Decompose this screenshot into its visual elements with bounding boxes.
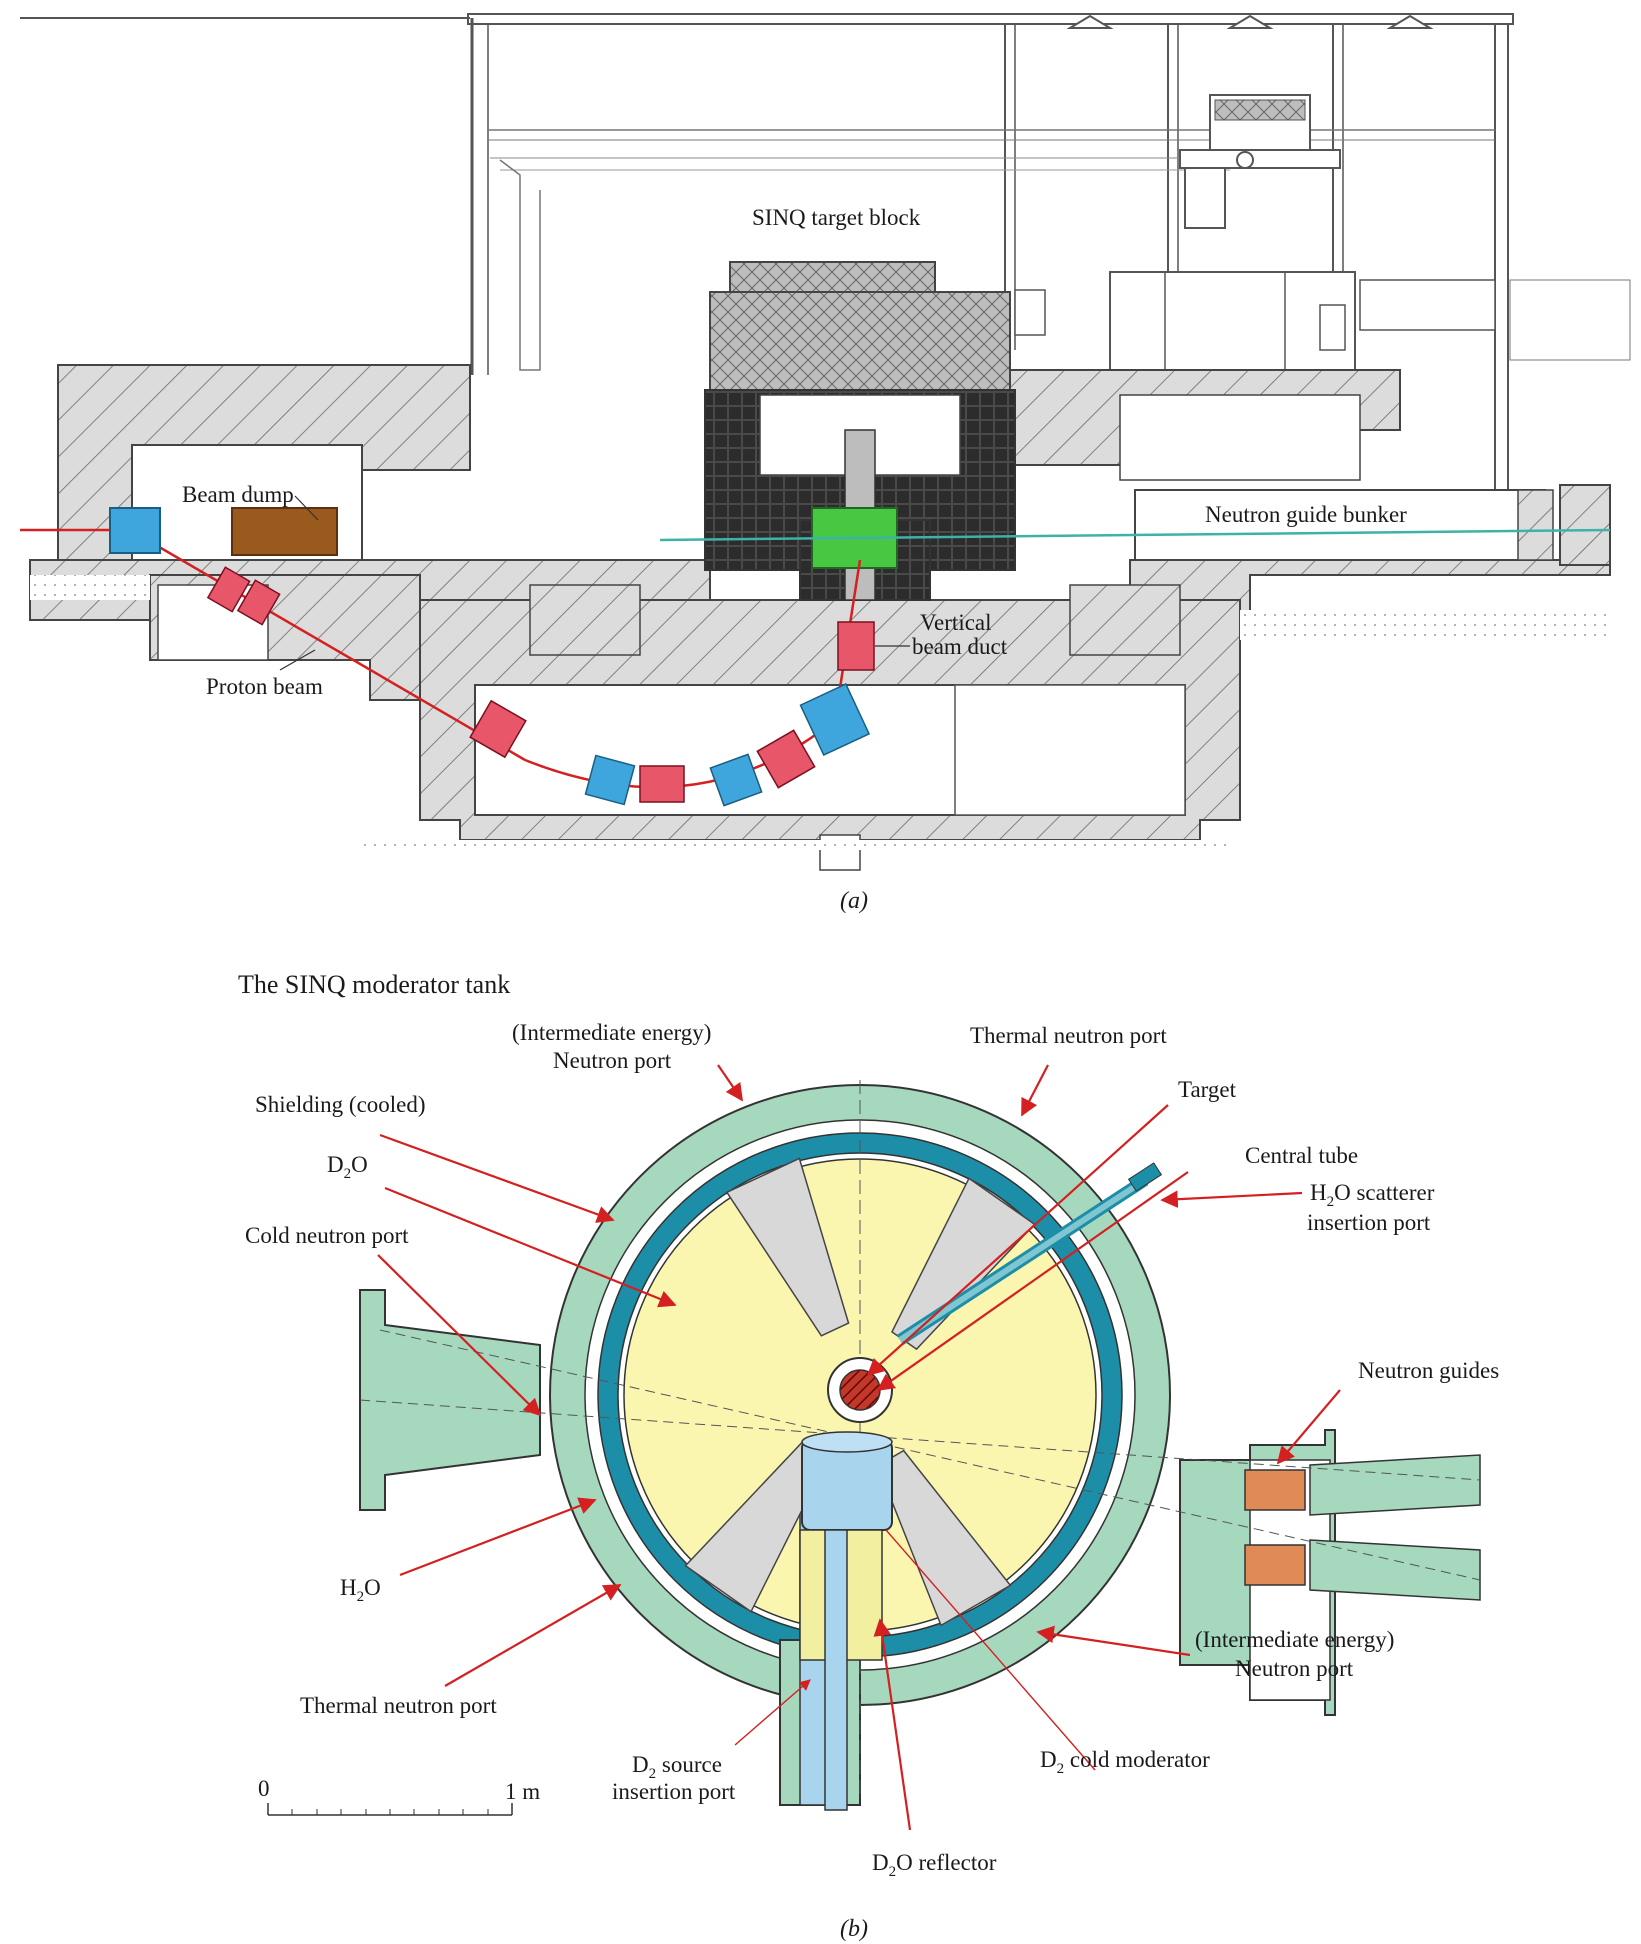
moderator-tank xyxy=(359,1080,1481,1811)
label-neutron-guide-bunker: Neutron guide bunker xyxy=(1205,502,1407,527)
label-h2o-scatterer: H2O scatterer xyxy=(1310,1180,1435,1210)
label-intermediate-port-bottom-2: Neutron port xyxy=(1235,1656,1354,1681)
label-vertical-beam-duct: Vertical xyxy=(920,610,992,635)
label-cold-port: Cold neutron port xyxy=(245,1223,409,1248)
label-intermediate-port-top-2: Neutron port xyxy=(553,1048,672,1073)
label-d2o-reflector: D2O reflector xyxy=(872,1850,997,1880)
label-intermediate-port-top: (Intermediate energy) xyxy=(512,1020,711,1045)
label-beam-dump: Beam dump xyxy=(182,482,294,507)
label-h2o-scatterer-2: insertion port xyxy=(1307,1210,1431,1235)
sinq-target-block xyxy=(704,261,1016,601)
label-neutron-guides: Neutron guides xyxy=(1358,1358,1499,1383)
label-thermal-port-top: Thermal neutron port xyxy=(970,1023,1167,1048)
label-d2o: D2O xyxy=(327,1152,368,1182)
label-target-block: SINQ target block xyxy=(752,205,921,230)
scale-one-meter: 1 m xyxy=(505,1779,540,1804)
label-d2-cold-moderator: D2 cold moderator xyxy=(1040,1747,1210,1777)
scale-bar: 0 1 m xyxy=(258,1776,540,1816)
caption-b: (b) xyxy=(840,1916,868,1942)
label-shielding: Shielding (cooled) xyxy=(255,1092,426,1117)
panel-b-labels: (Intermediate energy) Neutron port Therm… xyxy=(245,1020,1499,1880)
label-d2-source-2: insertion port xyxy=(612,1779,736,1804)
panel-b-title: The SINQ moderator tank xyxy=(238,970,510,999)
label-vertical-beam-duct-2: beam duct xyxy=(912,634,1008,659)
label-target: Target xyxy=(1178,1077,1237,1102)
label-proton-beam: Proton beam xyxy=(206,674,323,699)
scale-zero: 0 xyxy=(258,1776,270,1801)
beam-magnets xyxy=(109,507,875,807)
panel-a-building xyxy=(20,13,1631,560)
label-h2o: H2O xyxy=(340,1575,381,1605)
label-d2-source: D2 source xyxy=(632,1752,722,1782)
concrete-shielding xyxy=(29,364,1611,871)
caption-a: (a) xyxy=(840,888,868,914)
label-intermediate-port-bottom: (Intermediate energy) xyxy=(1195,1627,1394,1652)
label-arrows xyxy=(377,1064,1341,1831)
label-thermal-port-bottom: Thermal neutron port xyxy=(300,1693,497,1718)
label-central-tube: Central tube xyxy=(1245,1143,1358,1168)
